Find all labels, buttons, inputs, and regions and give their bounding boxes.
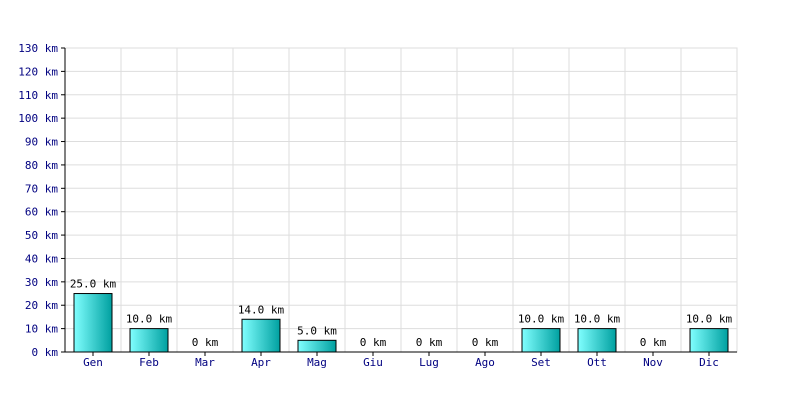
- labels: 0 km 10 km 20 km 30 km 40 km 50 km 60 km 70 km 8…: [18, 42, 732, 369]
- bar-data-label: 10.0 km: [518, 313, 565, 326]
- x-tick-label: Dic: [699, 356, 719, 369]
- grid: [64, 47, 738, 353]
- y-tick-label: 100 km: [18, 112, 58, 125]
- x-tick-label: Ago: [475, 356, 495, 369]
- bar-data-label: 14.0 km: [238, 303, 285, 316]
- axes: [61, 47, 737, 356]
- x-tick-label: Ott: [587, 356, 607, 369]
- bar: [577, 328, 617, 353]
- x-tick-label: Nov: [643, 356, 663, 369]
- bar-data-label: 0 km: [416, 336, 443, 349]
- x-tick-label: Apr: [251, 356, 271, 369]
- bar-data-label: 0 km: [640, 336, 667, 349]
- bar: [241, 318, 281, 353]
- y-tick-label: 0 km: [32, 346, 59, 359]
- bar: [689, 328, 729, 353]
- y-tick-label: 80 km: [25, 159, 58, 172]
- bar-data-label: 10.0 km: [686, 313, 733, 326]
- y-tick-label: 10 km: [25, 323, 58, 336]
- bar-data-label: 5.0 km: [297, 324, 337, 337]
- bar: [521, 328, 561, 353]
- x-tick-label: Mar: [195, 356, 215, 369]
- bar-data-label: 0 km: [472, 336, 499, 349]
- bar-data-label: 10.0 km: [126, 313, 173, 326]
- x-tick-label: Giu: [363, 356, 383, 369]
- bar: [297, 339, 337, 353]
- x-tick-label: Mag: [307, 356, 327, 369]
- y-tick-label: 130 km: [18, 42, 58, 55]
- y-tick-label: 30 km: [25, 276, 58, 289]
- bar: [73, 293, 113, 353]
- y-tick-label: 90 km: [25, 136, 58, 149]
- bar-data-label: 0 km: [360, 336, 387, 349]
- y-tick-label: 40 km: [25, 252, 58, 265]
- y-tick-label: 120 km: [18, 65, 58, 78]
- x-tick-label: Lug: [419, 356, 439, 369]
- y-tick-label: 50 km: [25, 229, 58, 242]
- bar-data-label: 25.0 km: [70, 278, 117, 291]
- bar-data-label: 10.0 km: [574, 313, 621, 326]
- bar: [129, 328, 169, 353]
- x-tick-label: Gen: [83, 356, 103, 369]
- x-tick-label: Feb: [139, 356, 159, 369]
- y-tick-label: 70 km: [25, 182, 58, 195]
- y-tick-label: 20 km: [25, 299, 58, 312]
- bar-data-label: 0 km: [192, 336, 219, 349]
- y-tick-label: 60 km: [25, 206, 58, 219]
- x-tick-label: Set: [531, 356, 551, 369]
- y-tick-label: 110 km: [18, 89, 58, 102]
